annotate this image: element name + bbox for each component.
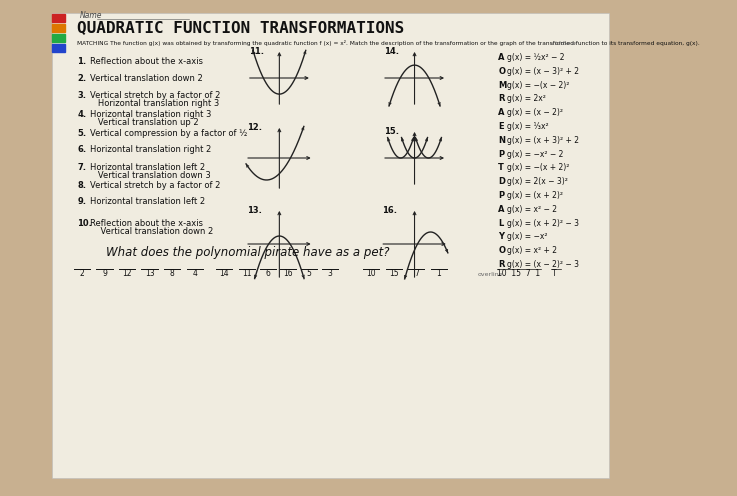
Text: g(x) = (x + 2)² − 3: g(x) = (x + 2)² − 3 xyxy=(507,219,579,228)
Text: O: O xyxy=(498,67,506,76)
Text: 9: 9 xyxy=(102,269,107,278)
Text: 13.: 13. xyxy=(247,206,262,215)
Text: 12.: 12. xyxy=(247,123,262,132)
Text: Horizontal translation left 2: Horizontal translation left 2 xyxy=(90,197,205,206)
Text: 2: 2 xyxy=(80,269,84,278)
Bar xyxy=(52,34,65,42)
Text: L: L xyxy=(498,219,503,228)
Text: Reflection about the x-axis: Reflection about the x-axis xyxy=(90,219,203,228)
Text: R: R xyxy=(498,94,505,103)
Text: 8.: 8. xyxy=(77,181,86,190)
Text: 3.: 3. xyxy=(77,91,86,100)
Text: g(x) = −(x + 2)²: g(x) = −(x + 2)² xyxy=(507,163,570,173)
Text: N: N xyxy=(498,136,506,145)
Text: 16: 16 xyxy=(284,269,293,278)
Text: g(x) = (x + 2)²: g(x) = (x + 2)² xyxy=(507,191,563,200)
Text: 11.: 11. xyxy=(248,47,264,56)
Text: Vertical stretch by a factor of 2: Vertical stretch by a factor of 2 xyxy=(90,181,220,190)
Text: Vertical translation down 3: Vertical translation down 3 xyxy=(90,171,211,180)
Text: g(x) = −x²: g(x) = −x² xyxy=(507,233,548,242)
Text: MATCHING The function g(x) was obtained by transforming the quadratic function f: MATCHING The function g(x) was obtained … xyxy=(77,40,700,46)
Text: 11: 11 xyxy=(242,269,251,278)
Text: 8: 8 xyxy=(170,269,175,278)
Text: Vertical translation down 2: Vertical translation down 2 xyxy=(90,74,203,83)
Text: Horizontal translation right 3: Horizontal translation right 3 xyxy=(90,99,220,108)
Text: 14: 14 xyxy=(220,269,229,278)
Text: P: P xyxy=(498,191,504,200)
Text: 12: 12 xyxy=(122,269,132,278)
Text: 6: 6 xyxy=(265,269,270,278)
Text: Vertical translation up 2: Vertical translation up 2 xyxy=(90,118,199,127)
Text: g(x) = (x + 3)² + 2: g(x) = (x + 3)² + 2 xyxy=(507,136,579,145)
Text: A: A xyxy=(498,205,505,214)
Text: g(x) = ½x² − 2: g(x) = ½x² − 2 xyxy=(507,53,565,62)
Text: g(x) = (x − 2)² − 3: g(x) = (x − 2)² − 3 xyxy=(507,260,579,269)
Text: 1.: 1. xyxy=(77,57,87,66)
Text: Vertical compression by a factor of ½: Vertical compression by a factor of ½ xyxy=(90,129,248,138)
Text: E: E xyxy=(498,122,504,131)
Text: riddle a: riddle a xyxy=(551,41,576,46)
Text: g(x) = 2x²: g(x) = 2x² xyxy=(507,94,546,103)
Text: g(x) = 2(x − 3)²: g(x) = 2(x − 3)² xyxy=(507,177,568,186)
Text: 16.: 16. xyxy=(382,206,397,215)
Text: overline: overline xyxy=(478,272,503,277)
Text: Horizontal translation right 3: Horizontal translation right 3 xyxy=(90,110,212,119)
Text: 15: 15 xyxy=(389,269,399,278)
Text: 10.: 10. xyxy=(77,219,92,228)
Text: g(x) = (x − 2)²: g(x) = (x − 2)² xyxy=(507,108,563,117)
Text: g(x) = (x − 3)² + 2: g(x) = (x − 3)² + 2 xyxy=(507,67,579,76)
Text: QUADRATIC FUNCTION TRANSFORMATIONS: QUADRATIC FUNCTION TRANSFORMATIONS xyxy=(77,20,405,35)
Text: 15.: 15. xyxy=(384,127,399,136)
Text: D: D xyxy=(498,177,506,186)
Text: 10: 10 xyxy=(366,269,376,278)
Text: 5.: 5. xyxy=(77,129,87,138)
Text: g(x) = −(x − 2)²: g(x) = −(x − 2)² xyxy=(507,81,570,90)
Text: 4: 4 xyxy=(192,269,197,278)
Text: A: A xyxy=(498,108,505,117)
Text: 13: 13 xyxy=(144,269,155,278)
Text: 4.: 4. xyxy=(77,110,87,119)
Bar xyxy=(52,14,65,22)
Text: Reflection about the x-axis: Reflection about the x-axis xyxy=(90,57,203,66)
Text: Vertical translation down 2: Vertical translation down 2 xyxy=(90,227,214,236)
Text: 14.: 14. xyxy=(384,47,399,56)
Text: 7: 7 xyxy=(414,269,419,278)
Text: Vertical stretch by a factor of 2: Vertical stretch by a factor of 2 xyxy=(90,91,220,100)
Text: 10  15  7  1: 10 15 7 1 xyxy=(497,269,540,278)
Text: Y: Y xyxy=(498,233,504,242)
Text: T: T xyxy=(551,269,556,278)
Text: g(x) = −x² − 2: g(x) = −x² − 2 xyxy=(507,150,564,159)
Text: T: T xyxy=(498,163,504,173)
Text: Name: Name xyxy=(80,11,102,20)
Text: R: R xyxy=(498,260,505,269)
Text: 9.: 9. xyxy=(77,197,86,206)
Text: 2.: 2. xyxy=(77,74,87,83)
Text: 1: 1 xyxy=(436,269,441,278)
Text: A: A xyxy=(498,53,505,62)
Text: What does the polynomial pirate have as a pet?: What does the polynomial pirate have as … xyxy=(106,246,390,259)
Text: 7.: 7. xyxy=(77,163,86,172)
Text: Horizontal translation right 2: Horizontal translation right 2 xyxy=(90,145,212,154)
Text: g(x) = x² + 2: g(x) = x² + 2 xyxy=(507,246,557,255)
FancyBboxPatch shape xyxy=(52,13,609,478)
Bar xyxy=(52,24,65,32)
Text: Horizontal translation left 2: Horizontal translation left 2 xyxy=(90,163,205,172)
Text: 6.: 6. xyxy=(77,145,87,154)
Text: g(x) = ⅓x²: g(x) = ⅓x² xyxy=(507,122,549,131)
Text: 5: 5 xyxy=(307,269,312,278)
Text: P: P xyxy=(498,150,504,159)
Bar xyxy=(52,44,65,52)
Text: M: M xyxy=(498,81,506,90)
Text: O: O xyxy=(498,246,506,255)
Text: g(x) = x² − 2: g(x) = x² − 2 xyxy=(507,205,557,214)
Text: 3: 3 xyxy=(327,269,332,278)
